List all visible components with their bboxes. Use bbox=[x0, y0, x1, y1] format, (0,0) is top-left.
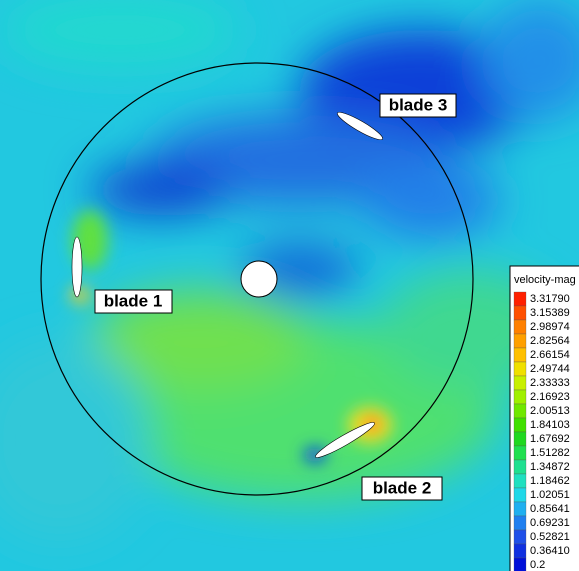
label-box bbox=[94, 289, 173, 314]
legend-swatch bbox=[513, 347, 527, 363]
legend-level: 1.34872 bbox=[530, 461, 570, 473]
legend-level: 3.15389 bbox=[530, 307, 570, 319]
blade-3 bbox=[337, 111, 383, 141]
legend-swatch bbox=[513, 375, 527, 391]
blade-2 bbox=[315, 422, 375, 458]
legend-level: 2.00513 bbox=[530, 405, 570, 417]
legend-level: 1.51282 bbox=[530, 447, 570, 459]
legend-swatch bbox=[513, 515, 527, 531]
rotor-circle bbox=[40, 62, 474, 496]
hub bbox=[240, 260, 278, 298]
legend-swatch bbox=[513, 361, 527, 377]
legend-swatch bbox=[513, 333, 527, 349]
legend-swatch bbox=[513, 389, 527, 405]
legend-swatch bbox=[513, 473, 527, 489]
legend-level: 0.85641 bbox=[530, 503, 570, 515]
legend-level: 0.52821 bbox=[530, 531, 570, 543]
legend-level: 2.49744 bbox=[530, 363, 570, 375]
legend-swatch bbox=[513, 529, 527, 545]
legend-swatch bbox=[513, 459, 527, 475]
legend-level: 3.31790 bbox=[530, 293, 570, 305]
legend-swatch bbox=[513, 431, 527, 447]
legend-level: 0.2 bbox=[530, 559, 545, 571]
legend-swatch bbox=[513, 543, 527, 559]
legend-level: 1.18462 bbox=[530, 475, 570, 487]
legend-level: 2.33333 bbox=[530, 377, 570, 389]
legend-level: 2.16923 bbox=[530, 391, 570, 403]
blade-label: blade 2 bbox=[373, 478, 432, 497]
legend-swatch bbox=[513, 487, 527, 503]
legend-swatch bbox=[513, 445, 527, 461]
blade-label: blade 1 bbox=[104, 291, 163, 310]
legend-level: 0.69231 bbox=[530, 517, 570, 529]
legend-swatch bbox=[513, 403, 527, 419]
legend-swatch bbox=[513, 501, 527, 517]
label-box bbox=[361, 476, 443, 501]
legend-level: 2.82564 bbox=[530, 335, 570, 347]
blade-label: blade 3 bbox=[389, 95, 448, 114]
legend-title: velocity-mag bbox=[514, 274, 576, 286]
label-box bbox=[379, 93, 457, 118]
legend-level: 2.98974 bbox=[530, 321, 570, 333]
legend-level: 0.36410 bbox=[530, 545, 570, 557]
legend-level: 2.66154 bbox=[530, 349, 570, 361]
legend-level: 1.02051 bbox=[530, 489, 570, 501]
legend-swatch bbox=[513, 417, 527, 433]
blade-1 bbox=[71, 236, 83, 298]
legend-swatch bbox=[513, 557, 527, 571]
legend-swatch bbox=[513, 305, 527, 321]
legend-swatch bbox=[513, 291, 527, 307]
legend-level: 1.84103 bbox=[530, 419, 570, 431]
legend-swatch bbox=[513, 319, 527, 335]
legend-level: 1.67692 bbox=[530, 433, 570, 445]
